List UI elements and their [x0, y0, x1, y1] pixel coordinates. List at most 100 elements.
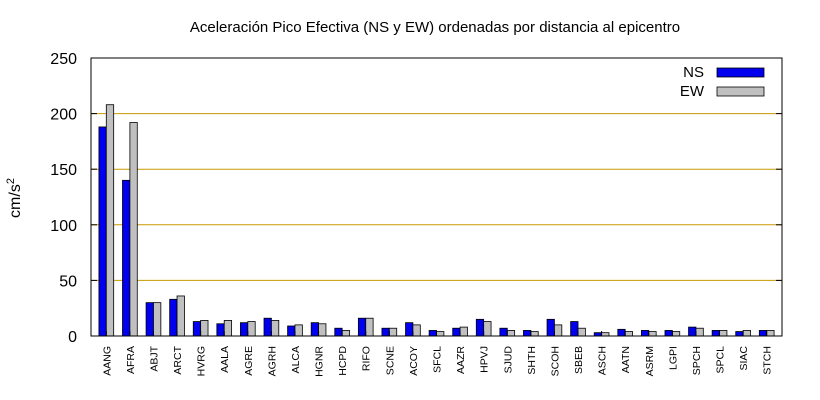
x-tick-label: ACOY	[408, 346, 420, 376]
bar-ns-hgnr	[310, 322, 319, 337]
bar-ew-hgnr	[318, 323, 327, 337]
y-tick-label: 200	[50, 107, 77, 124]
x-tick-label: ARCT	[172, 345, 184, 374]
bar-ns-hpvj	[475, 318, 485, 337]
legend-label-ns: NS	[683, 64, 704, 81]
bar-ew-alca	[294, 324, 303, 337]
x-tick-label: SJUD	[502, 346, 514, 374]
bar-ns-siac	[735, 331, 744, 337]
bar-ew-stch	[766, 330, 775, 337]
bar-ns-abjt	[145, 302, 154, 337]
bar-ns-stch	[758, 330, 768, 337]
bar-ns-acoy	[405, 322, 414, 337]
bar-ew-asrm	[648, 331, 657, 337]
x-tick-label: AGRH	[266, 346, 278, 376]
bar-ns-lgpi	[664, 330, 673, 337]
x-axis-ticks: AANG AFRA ABJT ARCT HVRG AALA AGRE AGRH ALCA HGNR…	[101, 331, 774, 377]
x-tick-label: HVRG	[196, 346, 208, 376]
bar-ew-shth	[530, 331, 539, 337]
x-tick-label: AATN	[620, 346, 632, 373]
x-tick-label: ASRM	[644, 346, 656, 376]
y-tick-label: 100	[50, 218, 77, 235]
x-tick-label: HCPD	[337, 346, 349, 376]
bar-ns-sfcl	[428, 330, 437, 337]
x-tick-label: AALA	[219, 346, 231, 373]
bar-ew-aazr	[459, 326, 468, 337]
x-tick-label: AAZR	[455, 346, 467, 374]
y-tick-label: 0	[68, 329, 77, 346]
bar-ew-arct	[176, 295, 185, 337]
x-tick-label: STCH	[762, 346, 774, 375]
legend: NS EW	[680, 64, 765, 100]
x-tick-label: SCNE	[384, 346, 396, 375]
y-tick-label: 150	[50, 162, 77, 179]
bar-ns-agre	[240, 322, 249, 337]
bar-ew-hvrg	[200, 320, 209, 337]
bar-ew-spch	[695, 327, 704, 337]
bar-ns-asch	[593, 332, 602, 337]
bar-ew-abjt	[153, 302, 162, 337]
x-tick-label: HGNR	[314, 346, 326, 377]
bar-ns-aang	[98, 126, 107, 337]
bar-ns-rifo	[357, 317, 367, 337]
bar-ns-alca	[287, 325, 296, 337]
bar-ew-aala	[223, 320, 233, 337]
x-tick-label: SPCL	[715, 346, 727, 374]
bar-ns-sjud	[499, 327, 508, 337]
bar-ns-afra	[122, 179, 131, 337]
bar-ns-sbeb	[570, 321, 579, 337]
bar-ns-hcpd	[334, 327, 343, 337]
bar-ns-asrm	[640, 330, 650, 337]
bar-ew-sjud	[506, 330, 516, 337]
bar-ew-scne	[388, 327, 398, 337]
legend-label-ew: EW	[680, 83, 705, 100]
x-tick-label: ABJT	[148, 345, 160, 371]
bar-ew-lgpi	[671, 331, 681, 337]
x-tick-label: SBEB	[573, 346, 585, 374]
bar-ew-siac	[742, 330, 751, 337]
bar-ew-hcpd	[341, 330, 350, 337]
x-tick-label: AFRA	[125, 346, 137, 374]
bar-ew-agre	[247, 321, 256, 337]
bars-group	[98, 104, 775, 337]
bar-ew-aatn	[624, 331, 633, 337]
bar-ns-aazr	[452, 327, 461, 337]
bar-ew-agrh	[270, 320, 280, 337]
bar-ns-aala	[216, 323, 225, 337]
chart-title: Aceleración Pico Efectiva (NS y EW) orde…	[190, 19, 680, 36]
x-tick-label: SIAC	[738, 346, 750, 371]
legend-swatch-ns	[716, 67, 765, 78]
bar-ns-spcl	[711, 330, 720, 337]
bar-ew-aang	[105, 104, 115, 337]
bar-ew-rifo	[365, 317, 374, 337]
x-tick-label: ASCH	[597, 346, 609, 375]
bar-ns-hvrg	[192, 321, 202, 337]
bar-ns-arct	[169, 298, 178, 337]
bar-ew-acoy	[412, 324, 421, 337]
x-tick-label: AGRE	[243, 346, 255, 376]
plot-frame	[90, 57, 783, 337]
x-tick-label: ALCA	[290, 346, 302, 373]
bar-ew-spcl	[719, 330, 728, 337]
x-tick-label: HPVJ	[479, 346, 491, 373]
y-tick-label: 250	[50, 51, 77, 68]
y-tick-label: 50	[59, 273, 77, 290]
bar-ew-afra	[129, 122, 138, 337]
bar-ew-asch	[601, 332, 610, 337]
x-tick-label: SFCL	[432, 346, 444, 373]
x-tick-label: AANG	[101, 346, 113, 376]
y-axis-label-exponent: 2	[5, 178, 17, 184]
legend-swatch-ew	[716, 86, 765, 97]
bar-ns-aatn	[617, 328, 626, 337]
bar-ns-scne	[381, 327, 390, 337]
y-axis-ticks: 0 50 100 150 200 250	[50, 51, 782, 346]
bar-ew-hpvj	[483, 321, 492, 337]
bar-ns-shth	[523, 330, 532, 337]
bar-ns-scoh	[546, 318, 555, 337]
x-tick-label: SHTH	[526, 346, 538, 375]
grid-lines	[91, 113, 782, 281]
bar-ns-spch	[688, 326, 697, 337]
y-axis-label: cm/s2	[5, 178, 24, 218]
x-tick-label: RIFO	[361, 346, 373, 371]
